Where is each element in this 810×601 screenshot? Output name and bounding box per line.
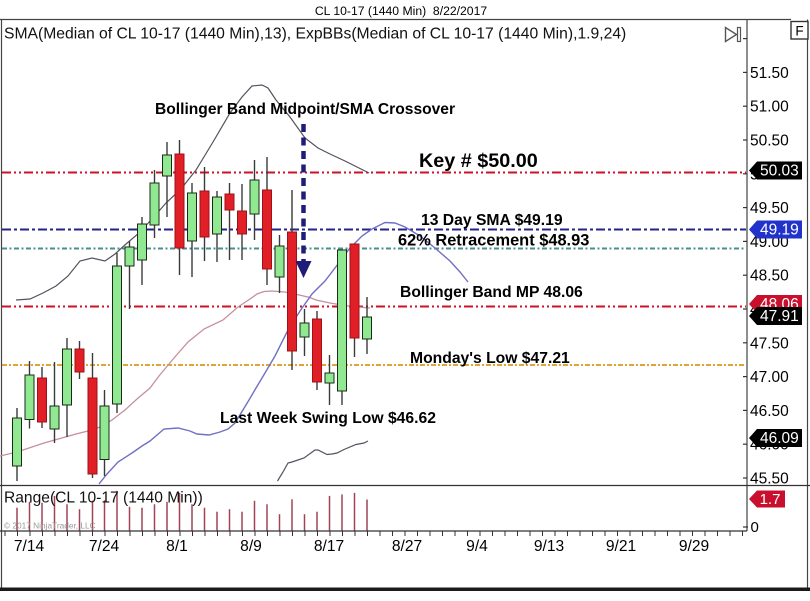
svg-text:Last Week Swing Low $46.62: Last Week Swing Low $46.62 (220, 410, 436, 427)
svg-text:8/27: 8/27 (392, 538, 422, 555)
svg-text:47.91: 47.91 (760, 308, 799, 325)
svg-text:Monday's Low $47.21: Monday's Low $47.21 (410, 350, 570, 367)
svg-text:46.50: 46.50 (750, 403, 789, 420)
svg-text:51.50: 51.50 (750, 65, 789, 82)
svg-text:Range(CL 10-17 (1440 Min)): Range(CL 10-17 (1440 Min)) (4, 490, 203, 507)
svg-text:47.50: 47.50 (750, 335, 789, 352)
svg-text:9/29: 9/29 (679, 538, 709, 555)
svg-text:8/17: 8/17 (314, 538, 344, 555)
svg-text:Bollinger Band MP 48.06: Bollinger Band MP 48.06 (400, 284, 583, 301)
svg-text:1.7: 1.7 (760, 491, 781, 508)
svg-text:F: F (795, 24, 803, 39)
svg-text:46.09: 46.09 (760, 430, 799, 447)
svg-text:62% Retracement $48.93: 62% Retracement $48.93 (398, 232, 589, 250)
svg-text:SMA(Median of CL 10-17 (1440 M: SMA(Median of CL 10-17 (1440 Min),13), E… (4, 26, 626, 43)
svg-text:49.19: 49.19 (760, 222, 799, 239)
svg-text:8/9: 8/9 (240, 538, 262, 555)
svg-text:9/21: 9/21 (606, 538, 636, 555)
svg-text:49.50: 49.50 (750, 200, 789, 217)
svg-text:7/24: 7/24 (89, 538, 120, 555)
svg-text:Key # $50.00: Key # $50.00 (419, 150, 538, 172)
svg-text:9/4: 9/4 (466, 538, 488, 555)
svg-text:8/1: 8/1 (166, 538, 188, 555)
svg-text:50.03: 50.03 (760, 163, 799, 180)
svg-text:© 2017 NinjaTrader, LLC: © 2017 NinjaTrader, LLC (4, 521, 96, 531)
svg-text:0: 0 (751, 519, 759, 536)
svg-text:Bollinger Band Midpoint/SMA Cr: Bollinger Band Midpoint/SMA Crossover (155, 101, 455, 118)
svg-text:7/14: 7/14 (14, 538, 45, 555)
svg-text:50.50: 50.50 (750, 133, 789, 150)
svg-text:48.50: 48.50 (750, 268, 789, 285)
svg-text:51.00: 51.00 (750, 99, 789, 116)
svg-text:9/13: 9/13 (534, 538, 564, 555)
svg-text:13 Day SMA $49.19: 13 Day SMA $49.19 (421, 212, 563, 229)
svg-text:47.00: 47.00 (750, 369, 789, 386)
svg-text:CL 10-17 (1440 Min) 8/22/2017: CL 10-17 (1440 Min) 8/22/2017 (315, 4, 488, 18)
svg-text:45.50: 45.50 (750, 471, 789, 488)
